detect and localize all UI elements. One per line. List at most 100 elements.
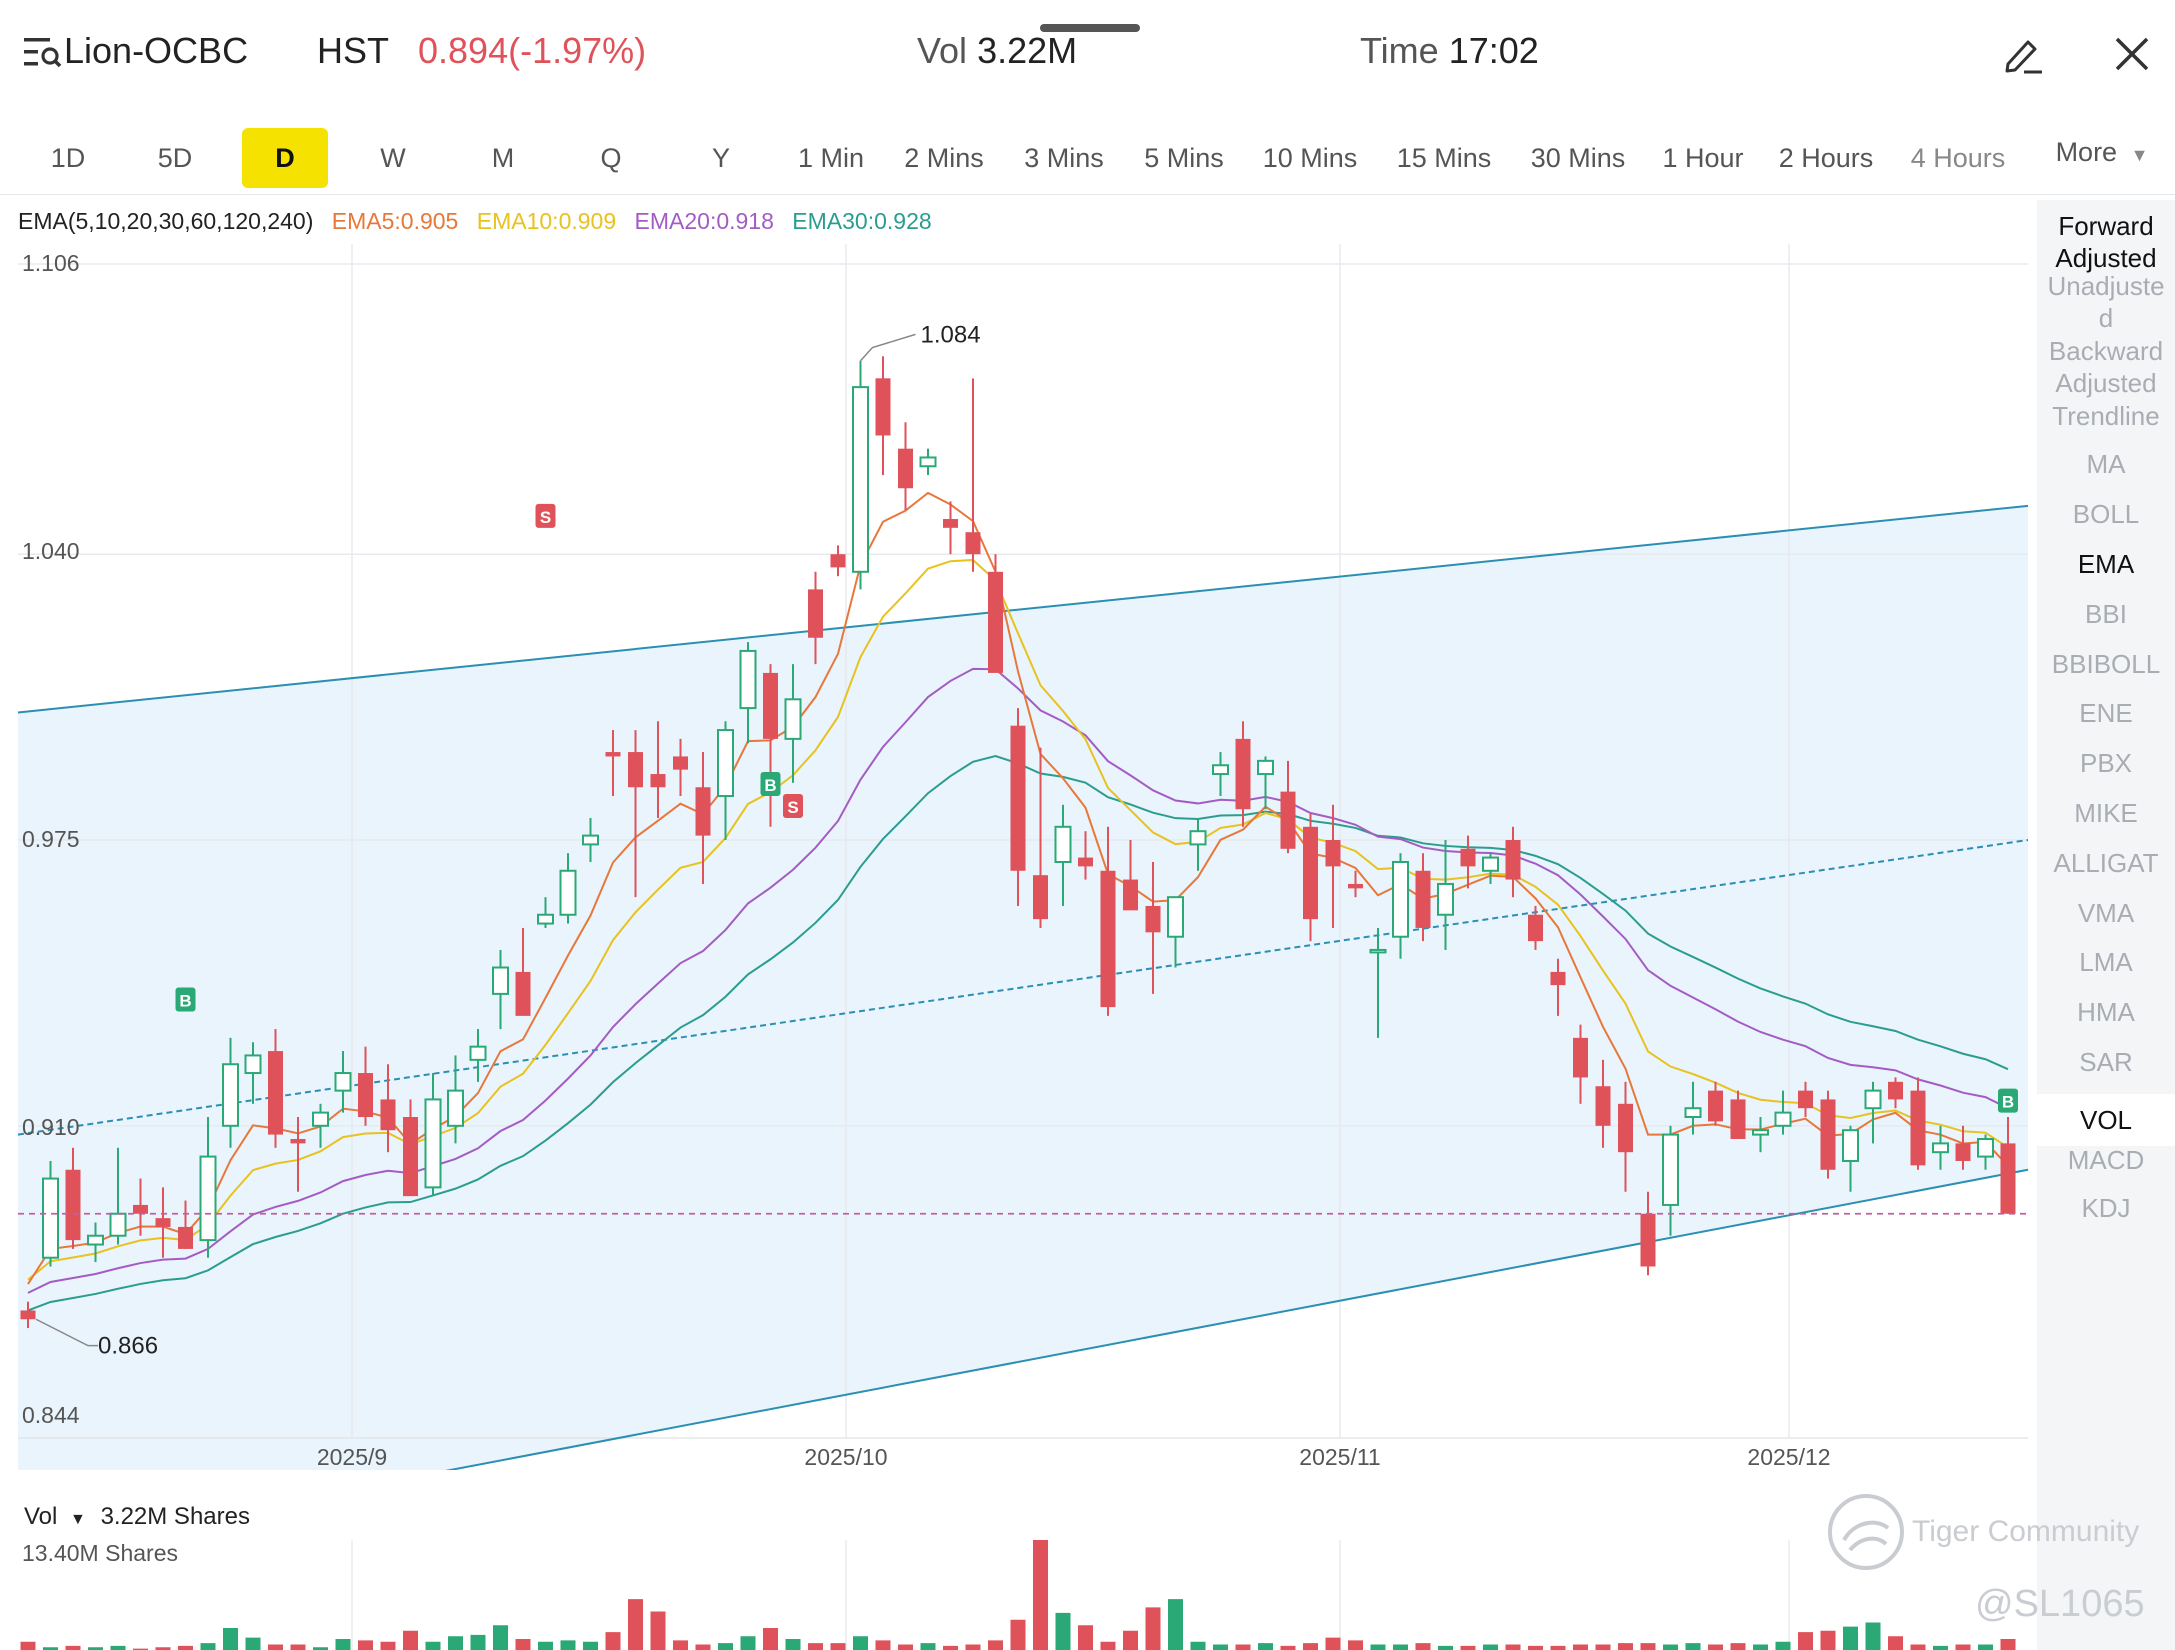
side-item-bbi[interactable]: BBI xyxy=(2085,599,2127,629)
volume-bar xyxy=(1483,1644,1498,1650)
candle-body xyxy=(673,756,688,770)
candle-body xyxy=(1257,759,1274,776)
volume-bar xyxy=(43,1647,58,1650)
symbol-name[interactable]: Lion-OCBC xyxy=(64,30,249,71)
timeframe-tabs: 1D 5D D W M Q Y 1 Min 2 Mins 3 Mins 5 Mi… xyxy=(0,122,2175,195)
drag-handle[interactable] xyxy=(1040,24,1140,32)
tab-30-mins[interactable]: 30 Mins xyxy=(1530,143,1626,173)
volume-bar xyxy=(403,1630,418,1650)
tab-month[interactable]: M xyxy=(491,143,515,173)
menu-search-icon[interactable] xyxy=(24,36,62,70)
ema-indicator-name: EMA(5,10,20,30,60,120,240) xyxy=(18,208,314,234)
volume-bar xyxy=(515,1639,531,1650)
candle xyxy=(1303,813,1318,942)
side-item-macd[interactable]: MACD xyxy=(2067,1145,2145,1175)
watermark-text: Tiger Community xyxy=(1912,1515,2140,1548)
close-icon[interactable] xyxy=(2114,36,2150,72)
tab-4-hours[interactable]: 4 Hours xyxy=(1910,143,2006,173)
side-item-bbiboll[interactable]: BBIBOLL xyxy=(2051,649,2161,679)
tab-1-hour[interactable]: 1 Hour xyxy=(1662,143,1744,173)
tab-day[interactable]: D xyxy=(242,128,328,188)
volume-bar xyxy=(875,1640,891,1650)
tab-5-mins[interactable]: 5 Mins xyxy=(1144,143,1224,173)
volume-bar xyxy=(605,1632,621,1650)
side-item-ema[interactable]: EMA xyxy=(2077,549,2135,579)
buy-signal-marker-bg xyxy=(760,772,781,797)
volume-bar xyxy=(380,1641,396,1650)
volume-bar xyxy=(583,1641,598,1650)
candle xyxy=(537,897,554,928)
side-item-hma[interactable]: HMA xyxy=(2077,997,2135,1027)
candle xyxy=(1189,818,1207,871)
side-item-ene[interactable]: ENE xyxy=(2079,698,2133,728)
candle-body xyxy=(1684,1107,1702,1119)
side-item-forward-adjusted[interactable]: Forward Adjusted xyxy=(2055,211,2157,273)
side-item-sar[interactable]: SAR xyxy=(2079,1047,2133,1077)
x-tick-label: 2025/9 xyxy=(316,1444,388,1470)
side-item-unadjuste-d[interactable]: Unadjuste d xyxy=(2047,271,2165,333)
side-item-alligat[interactable]: ALLIGAT xyxy=(2053,848,2159,878)
volume-bar xyxy=(1843,1626,1858,1650)
candle xyxy=(898,422,913,511)
tab-year[interactable]: Y xyxy=(711,143,730,173)
tab-1d[interactable]: 1D xyxy=(50,143,86,173)
volume-bar xyxy=(943,1645,958,1650)
candle xyxy=(1618,1081,1633,1192)
candle xyxy=(1348,870,1363,898)
side-item-backward-adjusted[interactable]: Backward Adjusted xyxy=(2048,336,2164,398)
more-dropdown[interactable]: More ▼ xyxy=(2040,122,2164,182)
tab-2-mins[interactable]: 2 Mins xyxy=(904,143,984,173)
candle-body xyxy=(650,774,666,788)
side-item-pbx[interactable]: PBX xyxy=(2079,748,2133,778)
side-item-lma[interactable]: LMA xyxy=(2079,947,2133,977)
volume-bar xyxy=(1708,1644,1723,1650)
side-item-ma[interactable]: MA xyxy=(2086,449,2126,479)
volume-bar xyxy=(560,1640,576,1650)
tab-10-mins[interactable]: 10 Mins xyxy=(1262,143,1358,173)
side-item-boll[interactable]: BOLL xyxy=(2072,499,2140,529)
side-item-vol[interactable]: VOL xyxy=(2037,1094,2175,1146)
volume-bar xyxy=(1550,1645,1566,1650)
tab-1-min[interactable]: 1 Min xyxy=(797,143,865,173)
candle xyxy=(673,738,688,797)
volume-bar xyxy=(1933,1645,1948,1650)
candle xyxy=(334,1051,352,1113)
candle xyxy=(1955,1125,1971,1170)
candle-body xyxy=(469,1045,487,1061)
tab-2-hours[interactable]: 2 Hours xyxy=(1778,143,1874,173)
candle-body xyxy=(628,752,643,788)
buy-signal-marker: B xyxy=(1998,1088,2018,1113)
side-item-trendline[interactable]: Trendline xyxy=(2052,401,2160,431)
candle xyxy=(1123,840,1138,911)
tab-quarter[interactable]: Q xyxy=(600,143,622,173)
volume-legend[interactable]: Vol ▼ 3.22M Shares xyxy=(24,1503,250,1531)
tab-week[interactable]: W xyxy=(380,143,406,173)
sell-signal-marker-bg xyxy=(783,794,803,819)
volume-bar xyxy=(20,1641,36,1650)
buy-signal-marker-letter: B xyxy=(764,776,776,795)
ema-legend[interactable]: EMA(5,10,20,30,60,120,240) EMA5:0.905 EM… xyxy=(18,208,944,235)
side-item-mike[interactable]: MIKE xyxy=(2074,798,2138,828)
tab-3-mins[interactable]: 3 Mins xyxy=(1024,143,1104,173)
candle xyxy=(403,1099,418,1197)
volume-bar xyxy=(1145,1607,1161,1650)
candle-body xyxy=(1482,856,1499,872)
candle-body xyxy=(2000,1143,2016,1214)
side-item-vma[interactable]: VMA xyxy=(2077,898,2135,928)
side-item-kdj[interactable]: KDJ xyxy=(2081,1193,2131,1223)
volume-bar xyxy=(695,1644,711,1650)
candle-body xyxy=(1864,1089,1882,1110)
pencil-icon[interactable] xyxy=(2002,34,2046,74)
candle xyxy=(199,1117,217,1258)
candle-body xyxy=(1460,848,1476,867)
candle-body xyxy=(582,834,599,846)
candle-body xyxy=(65,1169,81,1241)
candle xyxy=(1369,927,1387,1038)
candle-body xyxy=(1573,1037,1588,1078)
header-time: Time 17:02 xyxy=(1360,30,1539,72)
tab-15-mins[interactable]: 15 Mins xyxy=(1396,143,1492,173)
candle xyxy=(1054,804,1072,906)
candle-body xyxy=(919,456,937,468)
tab-5d[interactable]: 5D xyxy=(157,143,193,173)
